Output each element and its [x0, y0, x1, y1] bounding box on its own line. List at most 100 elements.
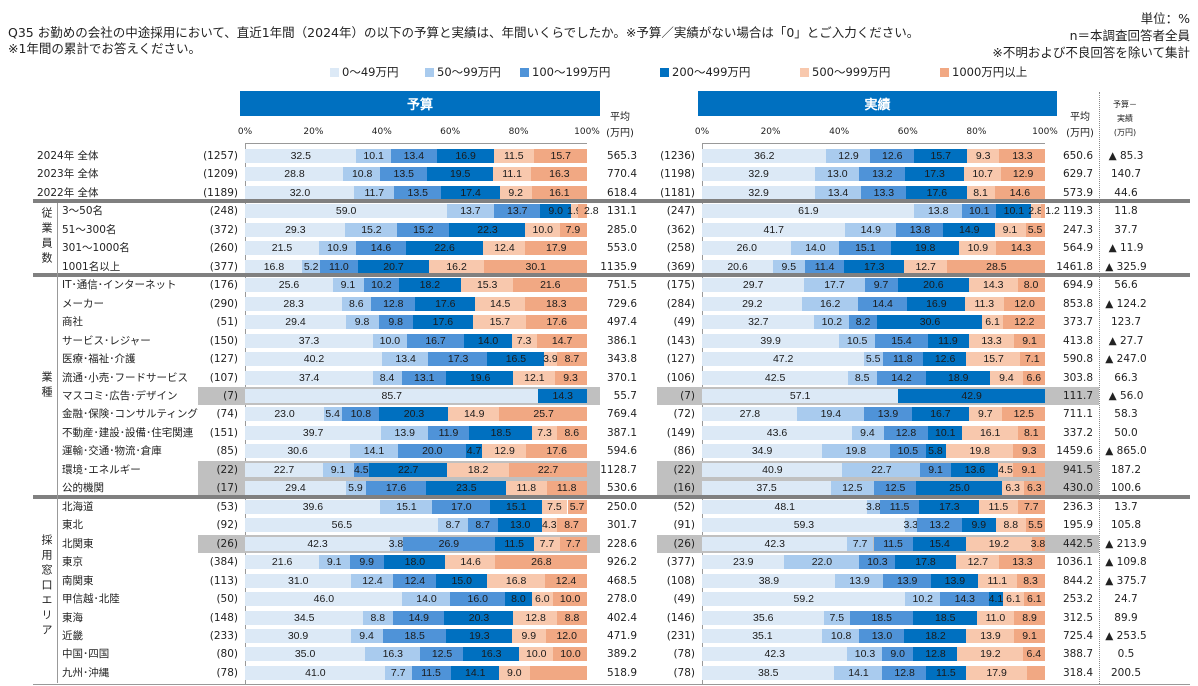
budget-segment-label: 29.4 [285, 316, 306, 329]
actual-bar-segment [920, 462, 952, 477]
average-value: 844.2 [1062, 574, 1093, 587]
average-value: 389.2 [606, 648, 637, 661]
budget-bar-segment [450, 665, 500, 680]
budget-segment-label: 31.0 [288, 574, 309, 587]
budget-bar-segment [364, 647, 421, 662]
sample-size: (233) [209, 629, 238, 642]
legend-swatch [425, 67, 434, 77]
sample-size: (52) [673, 500, 695, 513]
average-value: 594.6 [606, 445, 637, 458]
actual-segment-label: 10.1 [968, 205, 990, 218]
actual-bar-segment [1002, 407, 1045, 422]
budget-bar-segment [406, 333, 464, 348]
actual-segment-label: 32.9 [748, 186, 769, 199]
budget-bar-segment [526, 444, 587, 459]
actual-segment-label: 9.1 [1022, 334, 1037, 347]
sample-size: (26) [216, 537, 238, 550]
actual-bar-segment [962, 425, 1018, 440]
budget-segment-label: 3.9 [543, 353, 558, 366]
row-label: 2024年 全体 [37, 150, 99, 162]
actual-bar-segment [1003, 296, 1045, 311]
actual-segment-label: 12.6 [882, 150, 903, 162]
budget-bar-segment [245, 647, 365, 662]
actual-segment-label: 13.9 [944, 574, 966, 587]
actual-segment-label: 19.2 [988, 537, 1010, 550]
budget-segment-label: 15.1 [396, 500, 417, 513]
diff-value: 66.3 [1114, 371, 1138, 384]
budget-bar-segment [487, 352, 544, 367]
actual-segment-label: 18.2 [925, 629, 946, 642]
budget-segment-label: 14.1 [363, 445, 385, 458]
actual-bar-segment [802, 296, 858, 311]
actual-segment-label: 11.9 [938, 334, 958, 347]
actual-segment-label: 11.4 [814, 260, 835, 273]
average-value: 247.3 [1062, 223, 1093, 236]
budget-bar-segment [513, 278, 587, 293]
budget-segment-label: 11.9 [438, 426, 459, 439]
budget-segment-label: 41.0 [305, 666, 326, 679]
row-label: 流通･小売･フードサービス [62, 371, 188, 384]
sample-size: (127) [666, 353, 695, 366]
actual-bar-segment [880, 499, 920, 514]
actual-segment-label: 6.3 [1005, 482, 1021, 495]
budget-segment-label: 12.4 [362, 574, 383, 587]
row-label: IT･通信･インターネット [62, 279, 177, 292]
budget-segment-label: 13.5 [407, 186, 428, 199]
actual-segment-label: 11.8 [892, 353, 913, 366]
row-label: 不動産･建設･設備･住宅関連 [62, 426, 194, 439]
budget-segment-label: 46.0 [313, 593, 335, 606]
budget-segment-label: 8.7 [564, 519, 579, 532]
budget-bar-segment [438, 518, 468, 533]
budget-bar-segment [341, 296, 372, 311]
actual-bar-segment [830, 481, 874, 496]
actual-segment-label: 17.6 [926, 186, 948, 199]
actual-segment-label: 11.5 [988, 500, 1009, 513]
average-value: 590.8 [1062, 353, 1093, 366]
row-label: 甲信越･北陸 [62, 593, 120, 606]
budget-bar-segment [320, 259, 358, 274]
average-value: 769.4 [606, 408, 637, 421]
actual-segment-label: 14.4 [872, 297, 893, 310]
actual-bar-segment [996, 241, 1046, 256]
sample-size: (49) [673, 593, 695, 606]
diff-value: 44.6 [1114, 186, 1138, 199]
actual-bar-segment [873, 481, 917, 496]
diff-value: ▲ 213.9 [1105, 537, 1147, 550]
bottom-line [33, 684, 1190, 685]
budget-bar-segment [345, 315, 380, 330]
actual-segment-label: 22.7 [871, 463, 892, 476]
group-separator [33, 494, 1190, 499]
budget-bar-segment [483, 241, 526, 256]
budget-bar-segment [436, 149, 495, 163]
budget-segment-label: 10.1 [363, 150, 384, 162]
actual-bar-segment [894, 555, 956, 570]
actual-bar-segment [702, 204, 915, 219]
budget-bar-segment [245, 333, 373, 348]
group-divider-line [57, 203, 58, 683]
actual-bar-segment [1031, 536, 1045, 551]
budget-segment-label: 29.3 [285, 223, 306, 236]
actual-segment-label: 8.5 [854, 371, 870, 384]
actual-bar-segment [1030, 204, 1041, 219]
sample-size: (146) [666, 611, 695, 624]
budget-segment-label: 12.4 [494, 242, 515, 255]
sample-size: (384) [209, 556, 238, 569]
budget-segment-label: 18.2 [419, 279, 441, 292]
budget-segment-label: 26.9 [438, 537, 460, 550]
budget-bar-segment [245, 149, 357, 163]
diff-value: ▲ 247.0 [1105, 353, 1147, 366]
budget-bar-segment [482, 444, 527, 459]
actual-segment-label: 6.4 [1026, 648, 1042, 661]
legend-label: 50～99万円 [437, 65, 501, 79]
budget-segment-label: 22.7 [397, 463, 419, 476]
x-tick-label: 100% [1032, 127, 1058, 137]
actual-bar-segment [877, 315, 983, 330]
average-value: 278.0 [606, 593, 637, 606]
actual-segment-label: 13.9 [980, 629, 1001, 642]
legend-label: 0～49万円 [342, 65, 399, 79]
actual-segment-label: 59.3 [793, 519, 815, 532]
average-value: 285.0 [606, 223, 637, 236]
sample-size: (50) [216, 593, 238, 606]
actual-bar-segment [870, 149, 914, 163]
actual-segment-label: 35.6 [753, 611, 774, 624]
